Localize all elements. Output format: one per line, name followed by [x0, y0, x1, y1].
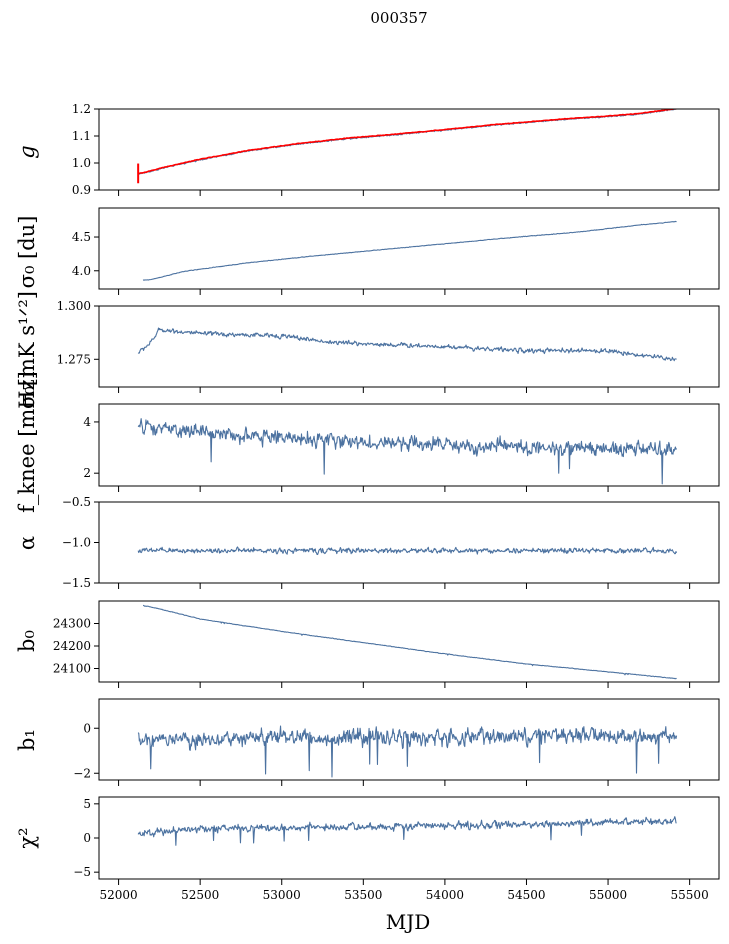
- y-tick-label: 24300: [53, 617, 91, 631]
- y-tick-label: 0: [83, 721, 91, 735]
- y-axis-label: b₀: [15, 630, 39, 652]
- x-axis-label: MJD: [386, 910, 431, 934]
- panel-7: −2 0 b₁: [15, 698, 720, 786]
- panel-8: −5 0 5 52000 52500 53000 53500 54000 54500 55000 5…: [15, 796, 720, 902]
- y-tick-label: −5: [73, 865, 91, 879]
- y-tick-label: −2: [73, 766, 91, 780]
- panel-5: −1.5 −1.0 −0.5 α: [15, 495, 720, 590]
- panel-3: 1.275 1.300 σ₀[mK s¹ᐟ²]: [15, 291, 720, 409]
- series-line-6: [142, 604, 677, 680]
- y-axis-label: σ₀ [du]: [15, 216, 39, 289]
- y-axis-label: b₁: [15, 729, 39, 751]
- x-tick-label: 55500: [671, 888, 709, 902]
- y-axis-label: α: [15, 536, 39, 550]
- figure-title: 000357: [370, 9, 427, 27]
- series-line-3: [137, 327, 677, 362]
- panel-frame: [98, 698, 720, 781]
- y-tick-label: 4.5: [72, 230, 91, 244]
- y-tick-label: 5: [83, 797, 91, 811]
- panels: 0.9 1.0 1.1 1.2 g 4.0 4.5 σ₀ [du] 1.275 1.300 σ₀[m…: [15, 102, 720, 902]
- y-axis-label: f_knee [mHz]: [15, 371, 39, 513]
- y-tick-label: −1.0: [62, 536, 91, 550]
- series-line-4: [137, 418, 678, 485]
- panel-frame: [98, 108, 720, 191]
- x-tick-label: 53500: [344, 888, 382, 902]
- series-line-7: [137, 725, 678, 778]
- y-tick-label: 24200: [53, 639, 91, 653]
- series-line-5: [137, 546, 678, 556]
- y-tick-label: 1.2: [72, 102, 91, 116]
- y-tick-label: 0: [83, 831, 91, 845]
- y-axis-label: g: [15, 145, 39, 158]
- x-tick-label: 54500: [507, 888, 545, 902]
- y-tick-label: −1.5: [62, 576, 91, 590]
- panel-1: 0.9 1.0 1.1 1.2 g: [15, 102, 720, 197]
- y-tick-label: 4: [83, 415, 91, 429]
- y-axis-label: χ²: [15, 827, 39, 848]
- y-axis-label: σ₀[mK s¹ᐟ²]: [15, 291, 39, 409]
- series-line-8: [137, 816, 677, 846]
- series-line-1: [138, 109, 677, 175]
- series-line-2: [142, 220, 677, 281]
- panel-frame: [98, 207, 720, 290]
- x-tick-label: 52500: [181, 888, 219, 902]
- panel-frame: [98, 305, 720, 388]
- y-tick-label: 1.1: [72, 129, 91, 143]
- overlay-line: [138, 109, 677, 175]
- y-tick-label: 2: [83, 466, 91, 480]
- panel-frame: [98, 796, 720, 880]
- y-tick-label: 1.300: [57, 299, 91, 313]
- y-tick-label: 1.275: [57, 352, 91, 366]
- x-tick-label: 54000: [426, 888, 464, 902]
- panel-4: 2 4 f_knee [mHz]: [15, 371, 720, 513]
- y-tick-label: 24100: [53, 662, 91, 676]
- y-tick-label: 4.0: [72, 264, 91, 278]
- panel-frame: [98, 501, 720, 584]
- y-tick-label: 0.9: [72, 183, 91, 197]
- x-tick-label: 55000: [589, 888, 627, 902]
- y-tick-label: 1.0: [72, 156, 91, 170]
- y-tick-label: −0.5: [62, 495, 91, 509]
- panel-6: 24100 24200 24300 b₀: [15, 600, 720, 688]
- x-tick-label: 52000: [99, 888, 137, 902]
- panel-frame: [98, 403, 720, 487]
- panel-2: 4.0 4.5 σ₀ [du]: [15, 207, 720, 295]
- panel-frame: [98, 600, 720, 683]
- x-tick-label: 53000: [263, 888, 301, 902]
